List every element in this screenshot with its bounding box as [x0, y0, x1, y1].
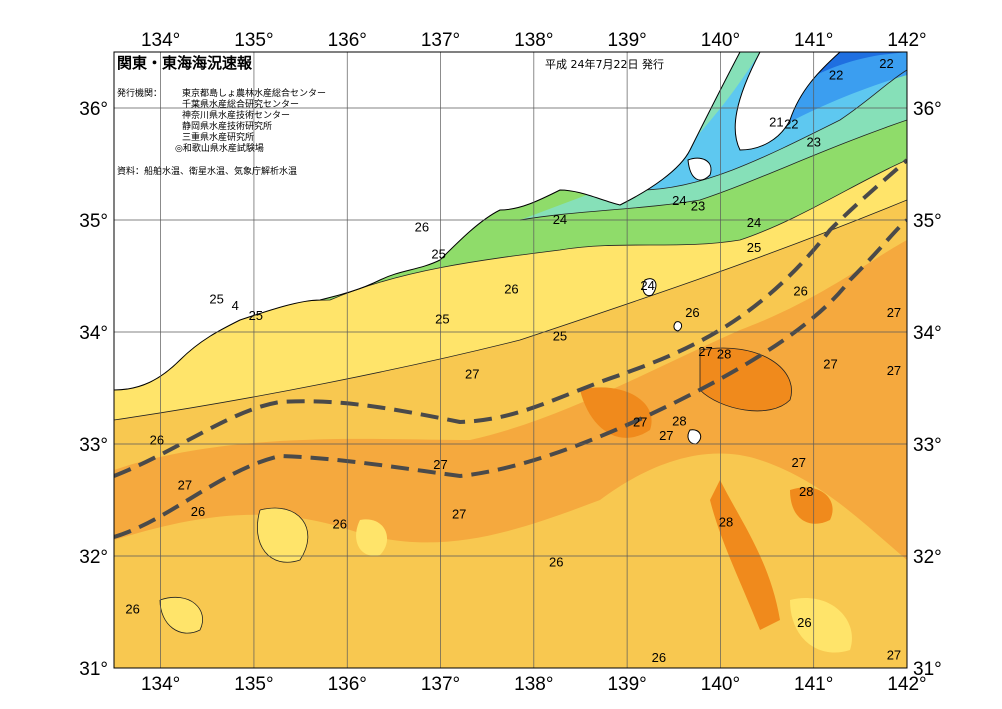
isotherm-label: 26	[125, 602, 139, 617]
isotherm-label: 25	[249, 308, 263, 323]
lat-tick-label: 36°	[913, 99, 942, 120]
isotherm-label: 26	[549, 555, 563, 570]
map-border	[113, 51, 908, 669]
publisher-5: 三重県水産研究所	[182, 131, 254, 143]
isotherm-label: 26	[652, 650, 666, 665]
isotherm-label: 23	[806, 135, 820, 150]
lat-tick-label: 35°	[79, 211, 108, 232]
isotherm-label: 26	[150, 433, 164, 448]
publisher-1: 東京都島しょ農林水産総合センター	[182, 87, 326, 99]
lon-tick-label: 139°	[607, 30, 646, 51]
lon-tick-label: 137°	[421, 30, 460, 51]
isotherm-label: 24	[747, 215, 761, 230]
publisher-label: 発行機関：	[117, 87, 162, 99]
isotherm-label: 26	[504, 281, 518, 296]
lon-tick-label: 138°	[514, 674, 553, 695]
isotherm-label: 26	[797, 615, 811, 630]
isotherm-label: 27	[178, 477, 192, 492]
isotherm-label: 27	[792, 455, 806, 470]
lon-tick-label: 137°	[421, 674, 460, 695]
isotherm-label: 28	[799, 484, 813, 499]
isotherm-label: 21	[769, 114, 783, 129]
lon-tick-label: 142°	[887, 674, 926, 695]
lat-tick-label: 31°	[79, 659, 108, 680]
lon-tick-label: 140°	[701, 30, 740, 51]
isotherm-label: 26	[333, 517, 347, 532]
lat-tick-label: 31°	[913, 659, 942, 680]
publisher-6: ◎和歌山県水産試験場	[175, 142, 264, 154]
lon-tick-label: 139°	[607, 674, 646, 695]
isotherm-label: 26	[415, 220, 429, 235]
lon-tick-label: 141°	[794, 30, 833, 51]
lon-tick-label: 138°	[514, 30, 553, 51]
map-title: 関東・東海海況速報	[117, 54, 253, 72]
lon-tick-label: 136°	[328, 30, 367, 51]
publisher-3: 神奈川県水産技術センター	[182, 109, 290, 121]
isotherm-label: 25	[435, 312, 449, 327]
isotherm-label: 27	[452, 506, 466, 521]
isotherm-label: 28	[719, 514, 733, 529]
isotherm-label: 24	[640, 278, 654, 293]
isotherm-label: 25	[553, 328, 567, 343]
isotherm-label: 25	[431, 247, 445, 262]
lat-ticks-left: 36° 35° 34° 33° 32° 31°	[79, 99, 108, 680]
isotherm-label: 23	[691, 198, 705, 213]
header: 関東・東海海況速報 平成 24年7月22日 発行 発行機関： 東京都島しょ農林水…	[117, 54, 664, 177]
isotherm-label: 27	[465, 366, 479, 381]
isotherm-label: 28	[717, 346, 731, 361]
isotherm-label: 27	[433, 457, 447, 472]
isotherm-label: 27	[823, 356, 837, 371]
lon-tick-label: 134°	[141, 674, 180, 695]
isotherm-label: 28	[672, 413, 686, 428]
lat-tick-label: 35°	[913, 211, 942, 232]
temperature-field	[114, 52, 907, 668]
lat-tick-label: 33°	[913, 435, 942, 456]
data-source: 資料：船舶水温、衛星水温、気象庁解析水温	[117, 165, 297, 177]
lon-tick-label: 134°	[141, 30, 180, 51]
isotherm-label: 27	[698, 344, 712, 359]
lon-tick-label: 136°	[328, 674, 367, 695]
kuroshio-axis	[114, 158, 907, 539]
isotherm-label: 27	[633, 415, 647, 430]
isotherm-label: 26	[685, 305, 699, 320]
isotherm-label: 27	[659, 428, 673, 443]
isotherm-label: 24	[672, 193, 686, 208]
lon-tick-label: 141°	[794, 674, 833, 695]
isotherm-label: 4	[232, 298, 239, 313]
publisher-2: 千葉県水産総合研究センター	[182, 98, 299, 110]
isotherm-label: 27	[887, 363, 901, 378]
lat-tick-label: 34°	[79, 323, 108, 344]
lon-ticks-top: 134° 135° 136° 137° 138° 139° 140° 141° 142°	[141, 30, 927, 51]
isotherm-label: 24	[553, 212, 567, 227]
isotherm-label: 27	[887, 305, 901, 320]
isotherm-label: 22	[879, 56, 893, 71]
lat-tick-label: 32°	[913, 547, 942, 568]
lon-tick-label: 142°	[887, 30, 926, 51]
isotherm-label: 25	[747, 240, 761, 255]
lat-ticks-right: 36° 35° 34° 33° 32° 31°	[913, 99, 942, 680]
isotherm-label: 22	[784, 117, 798, 132]
isotherm-label: 22	[829, 67, 843, 82]
lat-lon-grid	[114, 52, 907, 668]
lon-tick-label: 140°	[701, 674, 740, 695]
lat-tick-label: 36°	[79, 99, 108, 120]
isotherm-label: 26	[793, 284, 807, 299]
isotherm-label: 25	[209, 291, 223, 306]
lon-tick-label: 135°	[234, 30, 273, 51]
lon-tick-label: 135°	[234, 674, 273, 695]
lat-tick-label: 33°	[79, 435, 108, 456]
isotherm-label: 26	[191, 504, 205, 519]
issue-date: 平成 24年7月22日 発行	[545, 57, 664, 71]
lat-tick-label: 32°	[79, 547, 108, 568]
publisher-4: 静岡県水産技術研究所	[182, 120, 272, 132]
lat-tick-label: 34°	[913, 323, 942, 344]
isotherm-label: 27	[887, 648, 901, 663]
lon-ticks-bottom: 134° 135° 136° 137° 138° 139° 140° 141° 142°	[141, 674, 927, 695]
